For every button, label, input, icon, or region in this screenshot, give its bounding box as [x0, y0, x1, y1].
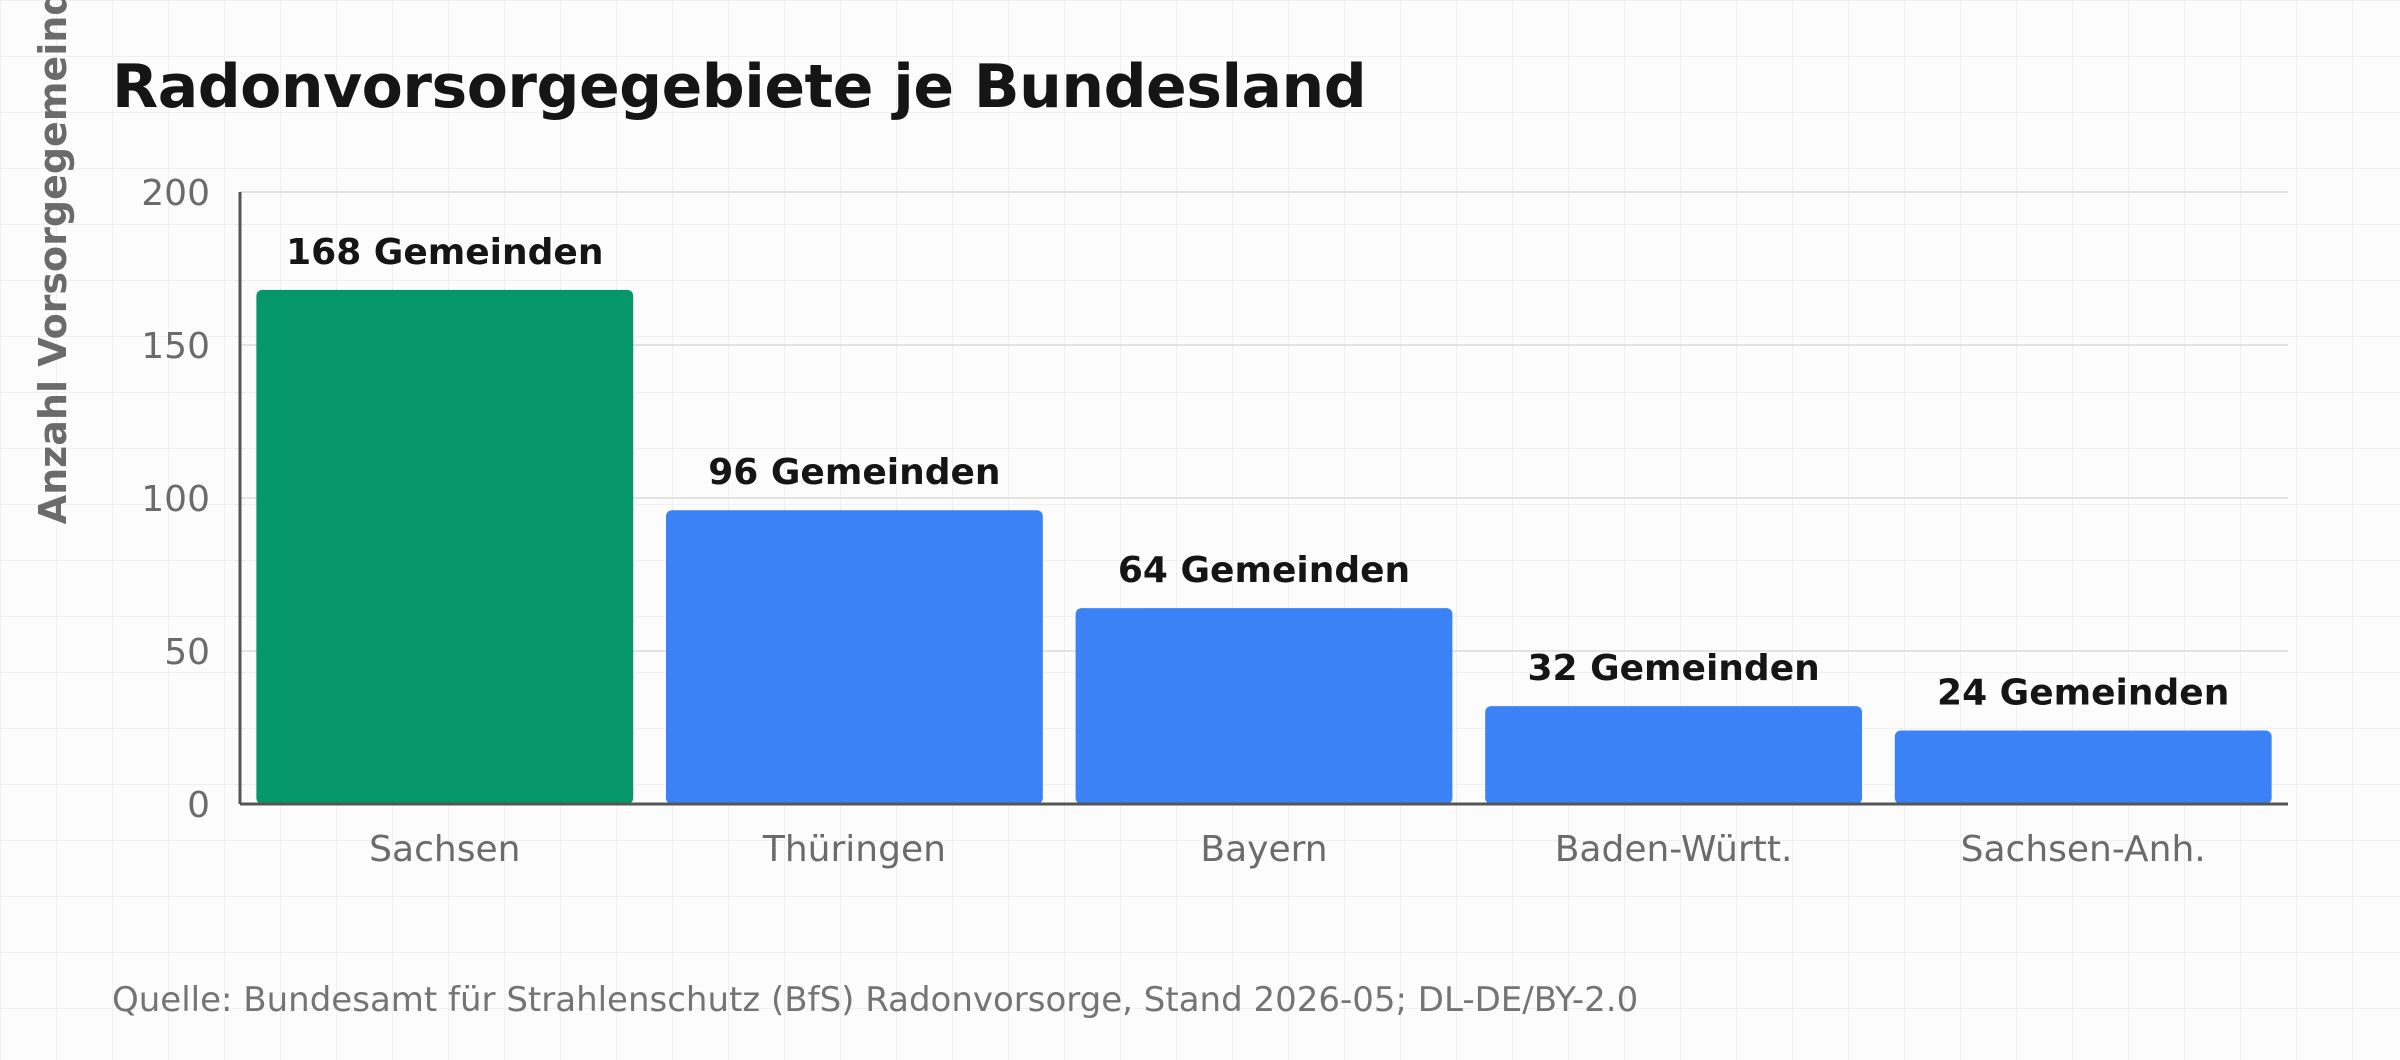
x-tick-label: Baden-Württ.	[1555, 829, 1793, 870]
x-tick-label: Thüringen	[762, 829, 946, 870]
bar	[1075, 608, 1453, 804]
y-axis-ticks: 0 50 100 150 200	[141, 173, 210, 826]
bar-value-labels: 168 Gemeinden 96 Gemeinden 64 Gemeinden 32 …	[286, 232, 2229, 714]
y-tick-label: 0	[187, 785, 210, 826]
x-tick-label: Sachsen	[369, 829, 520, 870]
y-tick-label: 50	[164, 632, 210, 673]
x-tick-label: Bayern	[1200, 829, 1327, 870]
bar	[1894, 730, 2272, 804]
y-tick-label: 100	[141, 479, 210, 520]
x-tick-label: Sachsen-Anh.	[1961, 829, 2206, 870]
bar-value-label: 24 Gemeinden	[1937, 673, 2229, 714]
y-tick-label: 150	[141, 326, 210, 367]
bar	[1485, 706, 1863, 804]
source-note: Quelle: Bundesamt für Strahlenschutz (Bf…	[112, 980, 1639, 1020]
bar-value-label: 64 Gemeinden	[1118, 550, 1410, 591]
x-axis-ticks: Sachsen Thüringen Bayern Baden-Württ. Sachse…	[369, 829, 2206, 870]
bar-value-label: 96 Gemeinden	[708, 452, 1000, 493]
chart-title: Radonvorsorgegebiete je Bundesland	[112, 52, 1367, 122]
y-tick-label: 200	[141, 173, 210, 214]
bar	[256, 289, 634, 804]
bar-value-label: 168 Gemeinden	[286, 232, 603, 273]
bars	[256, 289, 2272, 804]
y-axis-label: Anzahl Vorsorgegemeinden	[31, 0, 75, 524]
bar-value-label: 32 Gemeinden	[1527, 648, 1819, 689]
bar	[665, 510, 1043, 804]
